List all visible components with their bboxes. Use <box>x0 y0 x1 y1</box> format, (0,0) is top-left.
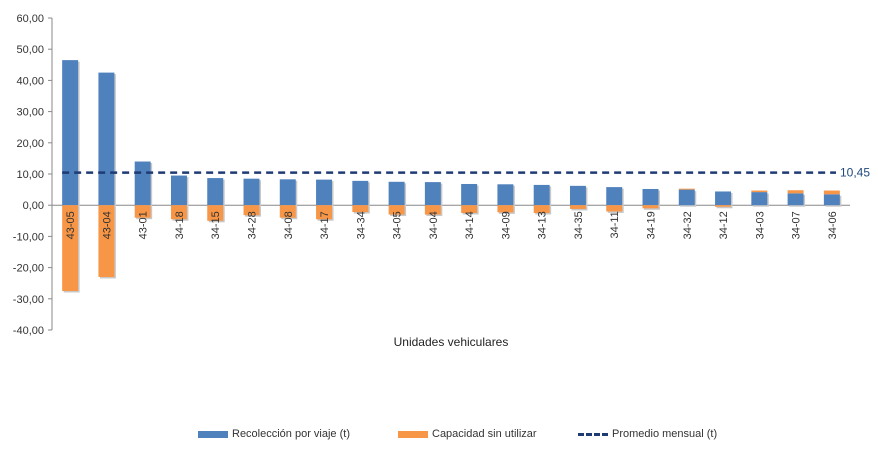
legend-swatch-capacidad <box>398 430 428 438</box>
bar-capacidad <box>352 205 369 213</box>
legend-item-promedio: Promedio mensual (t) <box>578 426 717 442</box>
y-tick-label: -30,00 <box>13 294 44 306</box>
bar-capacidad <box>424 205 441 215</box>
bar-capacidad <box>823 190 840 195</box>
x-tick-label: 34-17 <box>319 211 331 239</box>
x-tick-label: 43-05 <box>65 211 77 239</box>
x-tick-label: 34-06 <box>827 211 839 239</box>
bar-capacidad <box>207 205 224 221</box>
x-tick-label: 34-07 <box>791 211 803 239</box>
x-tick-label: 34-18 <box>174 211 186 239</box>
x-tick-label: 34-32 <box>682 211 694 239</box>
bar-capacidad <box>134 205 151 218</box>
x-tick-label: 34-04 <box>428 211 440 239</box>
bar-capacidad <box>170 205 187 220</box>
x-tick-label: 34-28 <box>247 211 259 239</box>
x-tick-label: 34-03 <box>754 211 766 239</box>
x-tick-label: 34-11 <box>609 211 621 238</box>
bar-recoleccion <box>243 178 260 206</box>
x-tick-label: 43-04 <box>101 211 113 239</box>
y-tick-label: 30,00 <box>16 107 44 119</box>
bar-recoleccion <box>678 189 695 206</box>
y-tick-label: 0,00 <box>23 200 44 212</box>
x-tick-label: 34-14 <box>464 211 476 239</box>
x-tick-label: 34-15 <box>210 211 222 239</box>
x-tick-label: 34-34 <box>355 211 367 239</box>
bar-capacidad <box>751 190 768 193</box>
bar-recoleccion <box>98 72 115 206</box>
bar-capacidad <box>569 205 586 209</box>
legend: Recolección por viaje (t) Capacidad sin … <box>0 426 878 442</box>
x-axis-categories: 43-05 43-04 43-01 34-18 34-15 34-28 34-08 34-17… <box>65 211 839 239</box>
x-tick-label: 34-19 <box>646 211 658 239</box>
bar-recoleccion <box>352 180 369 206</box>
bar-recoleccion <box>388 181 405 206</box>
y-tick-label: -40,00 <box>13 325 44 337</box>
bar-recoleccion <box>569 185 586 206</box>
bar-recoleccion <box>497 184 514 206</box>
bar-recoleccion <box>316 179 333 206</box>
bar-capacidad <box>243 205 260 216</box>
legend-item-recoleccion: Recolección por viaje (t) <box>198 426 350 442</box>
bar-recoleccion <box>715 191 732 206</box>
bar-recoleccion <box>207 178 224 206</box>
bar-recoleccion <box>170 175 187 206</box>
bar-recoleccion <box>606 187 623 206</box>
legend-label-promedio: Promedio mensual (t) <box>612 428 718 440</box>
bars <box>62 60 842 293</box>
legend-label-recoleccion: Recolección por viaje (t) <box>232 428 350 440</box>
bar-shadow <box>716 206 733 209</box>
x-tick-label: 34-09 <box>500 211 512 239</box>
bar-capacidad <box>62 205 79 291</box>
x-tick-label: 34-35 <box>573 211 585 239</box>
bar-recoleccion <box>461 183 478 206</box>
y-tick-label: 10,00 <box>16 169 44 181</box>
bar-capacidad <box>533 205 550 213</box>
y-tick-label: 20,00 <box>16 138 44 150</box>
bar-recoleccion <box>823 194 840 206</box>
x-tick-label: 34-12 <box>718 211 730 239</box>
bar-capacidad <box>388 205 405 215</box>
legend-item-capacidad: Capacidad sin utilizar <box>398 426 537 442</box>
x-axis-title: Unidades vehiculares <box>394 335 509 349</box>
bar-capacidad <box>678 188 695 190</box>
legend-swatch-recoleccion <box>198 430 228 438</box>
legend-swatch-promedio <box>578 432 608 436</box>
x-tick-label: 34-08 <box>283 211 295 239</box>
legend-label-capacidad: Capacidad sin utilizar <box>432 428 537 440</box>
y-tick-label: 60,00 <box>16 13 44 25</box>
average-line: 10,45 <box>62 166 870 180</box>
bar-capacidad <box>715 205 732 207</box>
y-tick-label: -10,00 <box>13 231 44 243</box>
bar-recoleccion <box>279 179 296 206</box>
bar-capacidad <box>279 205 296 218</box>
y-tick-label: 50,00 <box>16 44 44 56</box>
bar-recoleccion <box>751 192 768 206</box>
bar-capacidad <box>497 205 514 213</box>
bar-recoleccion <box>424 182 441 206</box>
bar-recoleccion <box>642 188 659 206</box>
bar-capacidad <box>98 205 115 277</box>
bar-capacidad <box>787 190 804 194</box>
average-value-label: 10,45 <box>840 166 870 180</box>
bar-capacidad <box>606 205 623 212</box>
y-tick-label: 40,00 <box>16 75 44 87</box>
x-tick-label: 34-05 <box>392 211 404 239</box>
bar-capacidad <box>642 205 659 209</box>
x-tick-label: 34-13 <box>537 211 549 239</box>
x-tick-label: 43-01 <box>138 211 150 239</box>
bar-recoleccion <box>787 193 804 206</box>
bar-recoleccion <box>533 184 550 206</box>
bar-capacidad <box>316 205 333 220</box>
bar-recoleccion <box>62 60 79 206</box>
bar-recoleccion <box>134 161 151 206</box>
chart: 60,00 50,00 40,00 30,00 20,00 10,00 0,00 -10,00… <box>13 13 871 349</box>
bar-capacidad <box>461 205 478 213</box>
y-tick-label: -20,00 <box>13 263 44 275</box>
